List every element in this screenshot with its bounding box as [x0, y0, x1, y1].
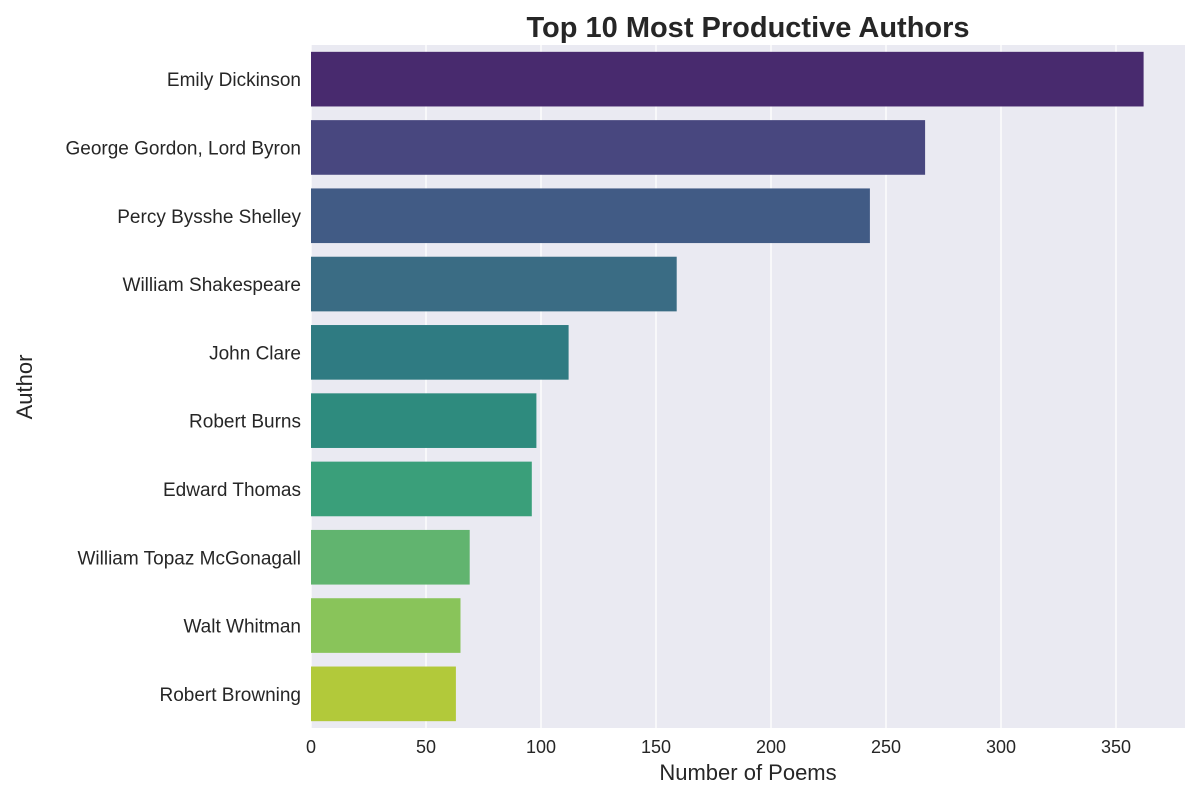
- bar: [311, 529, 470, 585]
- bar: [311, 120, 926, 175]
- category-label: Robert Burns: [189, 412, 301, 433]
- category-label: Robert Browning: [159, 685, 301, 706]
- bar: [311, 325, 569, 380]
- x-tick-label: 300: [986, 737, 1016, 757]
- category-label: Walt Whitman: [183, 617, 301, 638]
- category-labels: Emily Dickinson George Gordon, Lord Byron…: [65, 70, 301, 706]
- bars: [311, 51, 1144, 722]
- bar: [311, 256, 677, 312]
- chart-title: Top 10 Most Productive Authors: [526, 12, 969, 44]
- bar: [311, 393, 537, 448]
- y-axis-label: Author: [12, 355, 37, 420]
- x-tick-labels: 0 50 100 150 200 250 300 350: [306, 737, 1131, 757]
- category-label: George Gordon, Lord Byron: [65, 138, 301, 159]
- bar: [311, 188, 870, 244]
- bar: [311, 461, 532, 517]
- x-tick-label: 150: [641, 737, 671, 757]
- x-tick-label: 200: [756, 737, 786, 757]
- category-label: Percy Bysshe Shelley: [117, 207, 301, 228]
- x-tick-label: 250: [871, 737, 901, 757]
- x-tick-label: 50: [416, 737, 436, 757]
- x-tick-label: 0: [306, 737, 316, 757]
- x-axis-label: Number of Poems: [659, 760, 836, 785]
- category-label: Edward Thomas: [163, 480, 301, 501]
- category-label: John Clare: [209, 343, 301, 364]
- category-label: William Shakespeare: [123, 275, 301, 296]
- category-label: William Topaz McGonagall: [77, 548, 301, 569]
- bar: [311, 51, 1144, 107]
- x-tick-label: 350: [1101, 737, 1131, 757]
- bar: [311, 666, 456, 722]
- x-tick-label: 100: [526, 737, 556, 757]
- category-label: Emily Dickinson: [167, 70, 301, 91]
- bar: [311, 598, 461, 653]
